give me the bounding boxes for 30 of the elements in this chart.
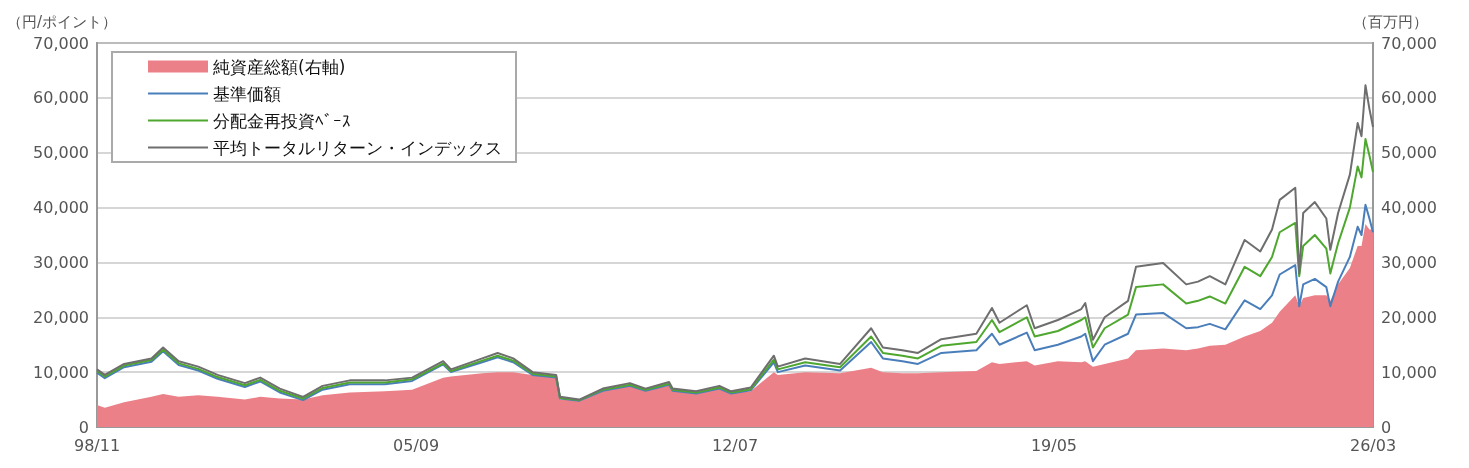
legend-label: 平均トータルリターン・インデックス: [213, 137, 502, 158]
y-axis-title: （円/ポイント）: [6, 12, 117, 31]
y2-tick-label: 20,000: [1381, 307, 1437, 327]
y-tick-label: 50,000: [33, 143, 89, 163]
line-series: [96, 203, 1374, 402]
y-tick-label: 0: [78, 417, 89, 437]
y2-tick-label: 30,000: [1381, 252, 1437, 272]
y-tick-label: 40,000: [33, 198, 89, 218]
x-tick-label: 98/11: [73, 435, 121, 455]
y2-tick-label: 50,000: [1381, 143, 1437, 163]
y2-tick-label: 0: [1381, 417, 1392, 437]
x-tick-label: 12/07: [711, 435, 759, 455]
legend-label: 純資産総額(右軸): [213, 56, 346, 77]
y-tick-label: 30,000: [33, 252, 89, 272]
y-tick-label: 10,000: [33, 362, 89, 382]
legend-label: 基準価額: [213, 83, 281, 104]
x-tick-label: 05/09: [393, 435, 440, 455]
y2-tick-label: 40,000: [1381, 198, 1437, 218]
y2-tick-label: 10,000: [1381, 362, 1437, 382]
y-tick-label: 70,000: [33, 33, 89, 53]
line-series: [96, 84, 1374, 401]
x-tick-label: 19/05: [1030, 435, 1077, 455]
y2-tick-label: 70,000: [1381, 33, 1437, 53]
y-tick-label: 20,000: [33, 307, 89, 327]
y-tick-label: 60,000: [33, 88, 89, 108]
y2-tick-label: 60,000: [1381, 88, 1437, 108]
x-tick-label: 26/03: [1349, 435, 1397, 455]
y2-axis-title: （百万円）: [1353, 12, 1428, 31]
legend-label: 分配金再投資ﾍﾞｰｽ: [213, 110, 351, 131]
line-series: [96, 138, 1374, 402]
